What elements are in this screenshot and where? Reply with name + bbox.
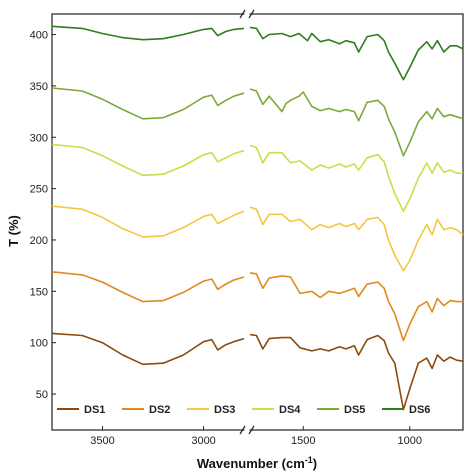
axis-break-slash	[248, 9, 255, 19]
y-axis-title: T (%)	[6, 215, 21, 247]
y-tick-label: 350	[30, 81, 48, 93]
x-axis-title-main: Wavenumber (cm	[197, 456, 305, 471]
series-line-ds5-low-range	[249, 88, 464, 157]
axis-break-slash	[248, 425, 255, 435]
x-axis-title-close: )	[313, 456, 317, 471]
x-axis-title-sup: -1	[305, 455, 313, 465]
legend-label-ds5: DS5	[344, 404, 365, 416]
series-line-ds6-high-range	[51, 25, 245, 41]
axis-break-slash	[239, 425, 246, 435]
x-tick-label: 1500	[291, 435, 315, 447]
series-layer	[51, 25, 464, 411]
y-axis: 50 100 150 200 250 300 350 400	[30, 30, 56, 401]
series-line-ds1-low-range	[249, 333, 464, 411]
x-tick-label: 3500	[90, 435, 114, 447]
legend-label-ds3: DS3	[214, 404, 235, 416]
legend-label-ds2: DS2	[149, 404, 170, 416]
y-tick-label: 150	[30, 286, 48, 298]
legend-label-ds6: DS6	[409, 404, 430, 416]
y-tick-label: 300	[30, 132, 48, 144]
plot-border	[51, 13, 464, 431]
series-line-ds6-low-range	[249, 26, 464, 81]
series-line-ds2-low-range	[249, 272, 463, 342]
axis-break-slash	[239, 9, 246, 19]
y-tick-label: 400	[30, 30, 48, 42]
series-line-ds2-high-range	[51, 271, 245, 303]
y-tick-label: 250	[30, 184, 48, 196]
x-axis: 3500 3000 1500 1000	[90, 426, 422, 447]
series-line-ds4-low-range	[249, 144, 463, 212]
x-tick-label: 3000	[191, 435, 215, 447]
series-line-ds5-high-range	[51, 87, 245, 120]
series-line-ds3-low-range	[249, 206, 464, 272]
series-line-ds1-high-range	[51, 332, 245, 366]
x-tick-label: 1000	[398, 435, 422, 447]
axis-break-gap-top	[244, 13, 250, 16]
series-line-ds4-high-range	[51, 143, 245, 177]
y-tick-label: 200	[30, 235, 48, 247]
y-tick-label: 100	[30, 338, 48, 350]
axis-break-gap-bottom	[244, 428, 250, 431]
y-tick-label: 50	[36, 389, 48, 401]
legend-label-ds4: DS4	[279, 404, 301, 416]
legend-label-ds1: DS1	[84, 404, 105, 416]
x-axis-title: Wavenumber (cm-1)	[197, 455, 317, 471]
legend: DS1 DS2 DS3 DS4 DS5 DS6	[57, 404, 430, 416]
series-line-ds3-high-range	[51, 205, 245, 238]
plot-frame	[51, 9, 464, 435]
